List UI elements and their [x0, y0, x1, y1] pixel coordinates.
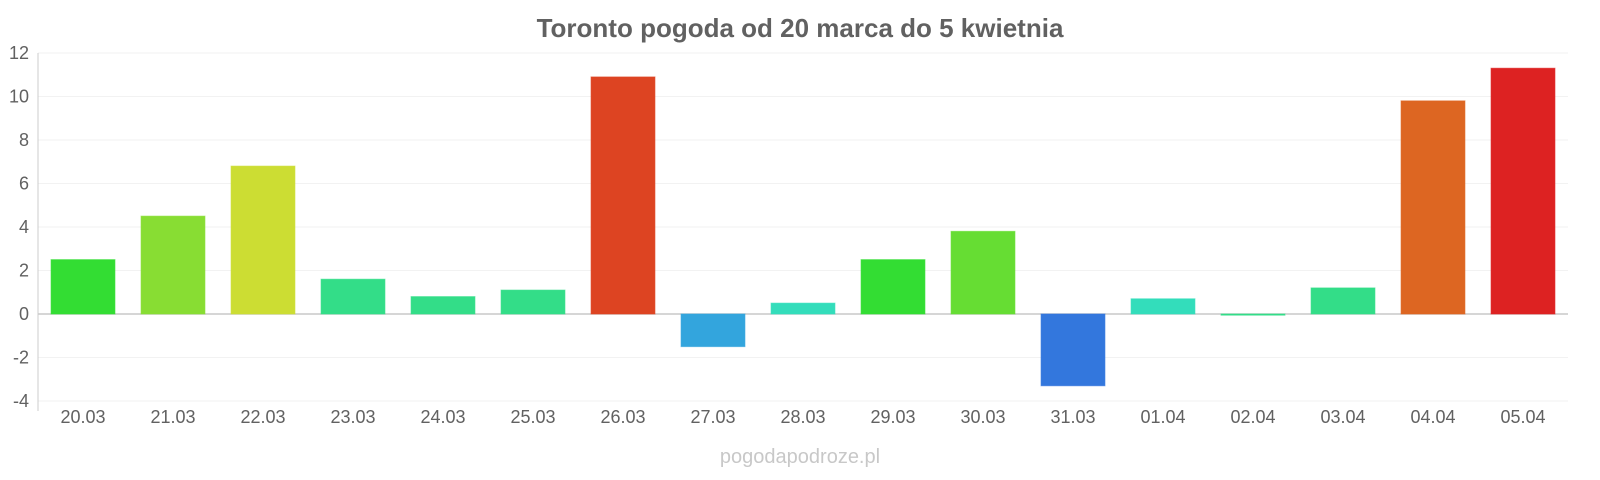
x-tick-label: 28.03	[780, 407, 825, 427]
x-tick-label: 20.03	[60, 407, 105, 427]
x-tick-label: 03.04	[1320, 407, 1365, 427]
x-tick-label: 22.03	[240, 407, 285, 427]
bar-22.03	[230, 165, 296, 315]
bars	[50, 67, 1556, 387]
bar-21.03	[140, 215, 206, 315]
x-tick-label: 01.04	[1140, 407, 1185, 427]
x-tick-label: 02.04	[1230, 407, 1275, 427]
x-tick-label: 21.03	[150, 407, 195, 427]
x-tick-label: 25.03	[510, 407, 555, 427]
x-axis: 20.03 21.03 22.03 23.03 24.03 25.03 26.03 27.03…	[60, 407, 1545, 427]
x-tick-label: 30.03	[960, 407, 1005, 427]
bar-31.03	[1040, 313, 1106, 387]
x-tick-label: 23.03	[330, 407, 375, 427]
bar-27.03	[680, 313, 746, 348]
x-tick-label: 29.03	[870, 407, 915, 427]
bar-23.03	[320, 278, 386, 315]
y-tick-label: 6	[19, 174, 29, 194]
chart-title: Toronto pogoda od 20 marca do 5 kwietnia	[537, 13, 1064, 43]
x-tick-label: 27.03	[690, 407, 735, 427]
bar-05.04	[1490, 67, 1556, 315]
x-tick-label: 05.04	[1500, 407, 1545, 427]
y-tick-label: 4	[19, 217, 29, 237]
watermark-text: pogodapodroze.pl	[720, 446, 880, 468]
bar-26.03	[590, 76, 656, 315]
y-tick-label: 2	[19, 261, 29, 281]
y-axis: -4 -2 0 2 4 6 8 10 12	[9, 43, 39, 411]
bar-29.03	[860, 259, 926, 315]
y-tick-label: 12	[9, 43, 29, 63]
x-tick-label: 26.03	[600, 407, 645, 427]
bar-25.03	[500, 289, 566, 315]
bar-28.03	[770, 302, 836, 315]
x-tick-label: 24.03	[420, 407, 465, 427]
bar-20.03	[50, 259, 116, 315]
y-tick-label: -2	[13, 348, 29, 368]
bar-02.04	[1220, 313, 1286, 316]
x-tick-label: 31.03	[1050, 407, 1095, 427]
bar-30.03	[950, 230, 1016, 315]
y-tick-label: -4	[13, 391, 29, 411]
x-tick-label: 04.04	[1410, 407, 1455, 427]
y-tick-label: 8	[19, 130, 29, 150]
y-tick-label: 10	[9, 87, 29, 107]
bar-24.03	[410, 296, 476, 315]
bar-03.04	[1310, 287, 1376, 315]
bar-01.04	[1130, 298, 1196, 315]
y-tick-label: 0	[19, 304, 29, 324]
bar-04.04	[1400, 100, 1466, 315]
